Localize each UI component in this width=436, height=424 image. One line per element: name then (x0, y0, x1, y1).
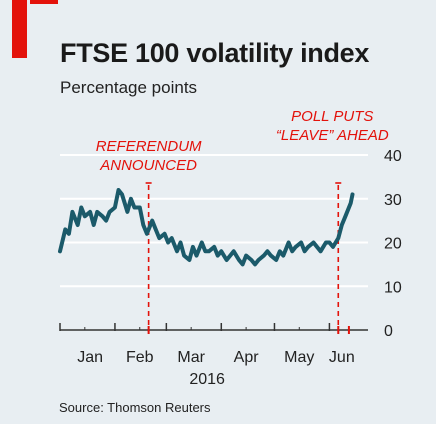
source-note: Source: Thomson Reuters (59, 400, 211, 415)
chart-title: FTSE 100 volatility index (60, 38, 370, 68)
annotation-label: “LEAVE” AHEAD (276, 127, 389, 144)
y-tick-labels: 0 10 20 30 40 (384, 148, 402, 340)
x-tick-label: Mar (177, 349, 205, 366)
y-tick-label: 40 (384, 148, 402, 165)
x-tick-label: Apr (234, 349, 260, 366)
brand-red-bar (30, 0, 58, 4)
y-tick-label: 20 (384, 236, 402, 253)
brand-red-tab (12, 0, 27, 58)
annotation-label: ANNOUNCED (99, 157, 197, 174)
x-tick-label: Jun (329, 349, 355, 366)
annotation-label: POLL PUTS (291, 108, 373, 125)
y-tick-label: 0 (384, 323, 393, 340)
x-axis (59, 323, 368, 334)
series-layer (58, 188, 355, 267)
series-line (58, 188, 355, 267)
x-tick-label: Feb (126, 349, 154, 366)
gridlines (60, 154, 368, 288)
annotation-lines (145, 182, 342, 332)
x-tick-labels: Jan Feb Mar Apr May Jun 2016 (77, 349, 354, 388)
x-tick-label: May (284, 349, 314, 366)
chart-subtitle: Percentage points (60, 78, 198, 97)
y-tick-label: 30 (384, 192, 402, 209)
annotation-labels: REFERENDUM ANNOUNCED POLL PUTS “LEAVE” AHEA… (96, 108, 389, 174)
x-year-label: 2016 (189, 371, 225, 388)
annotation-label: REFERENDUM (96, 138, 202, 155)
x-tick-label: Jan (77, 349, 103, 366)
y-tick-label: 10 (384, 279, 402, 296)
